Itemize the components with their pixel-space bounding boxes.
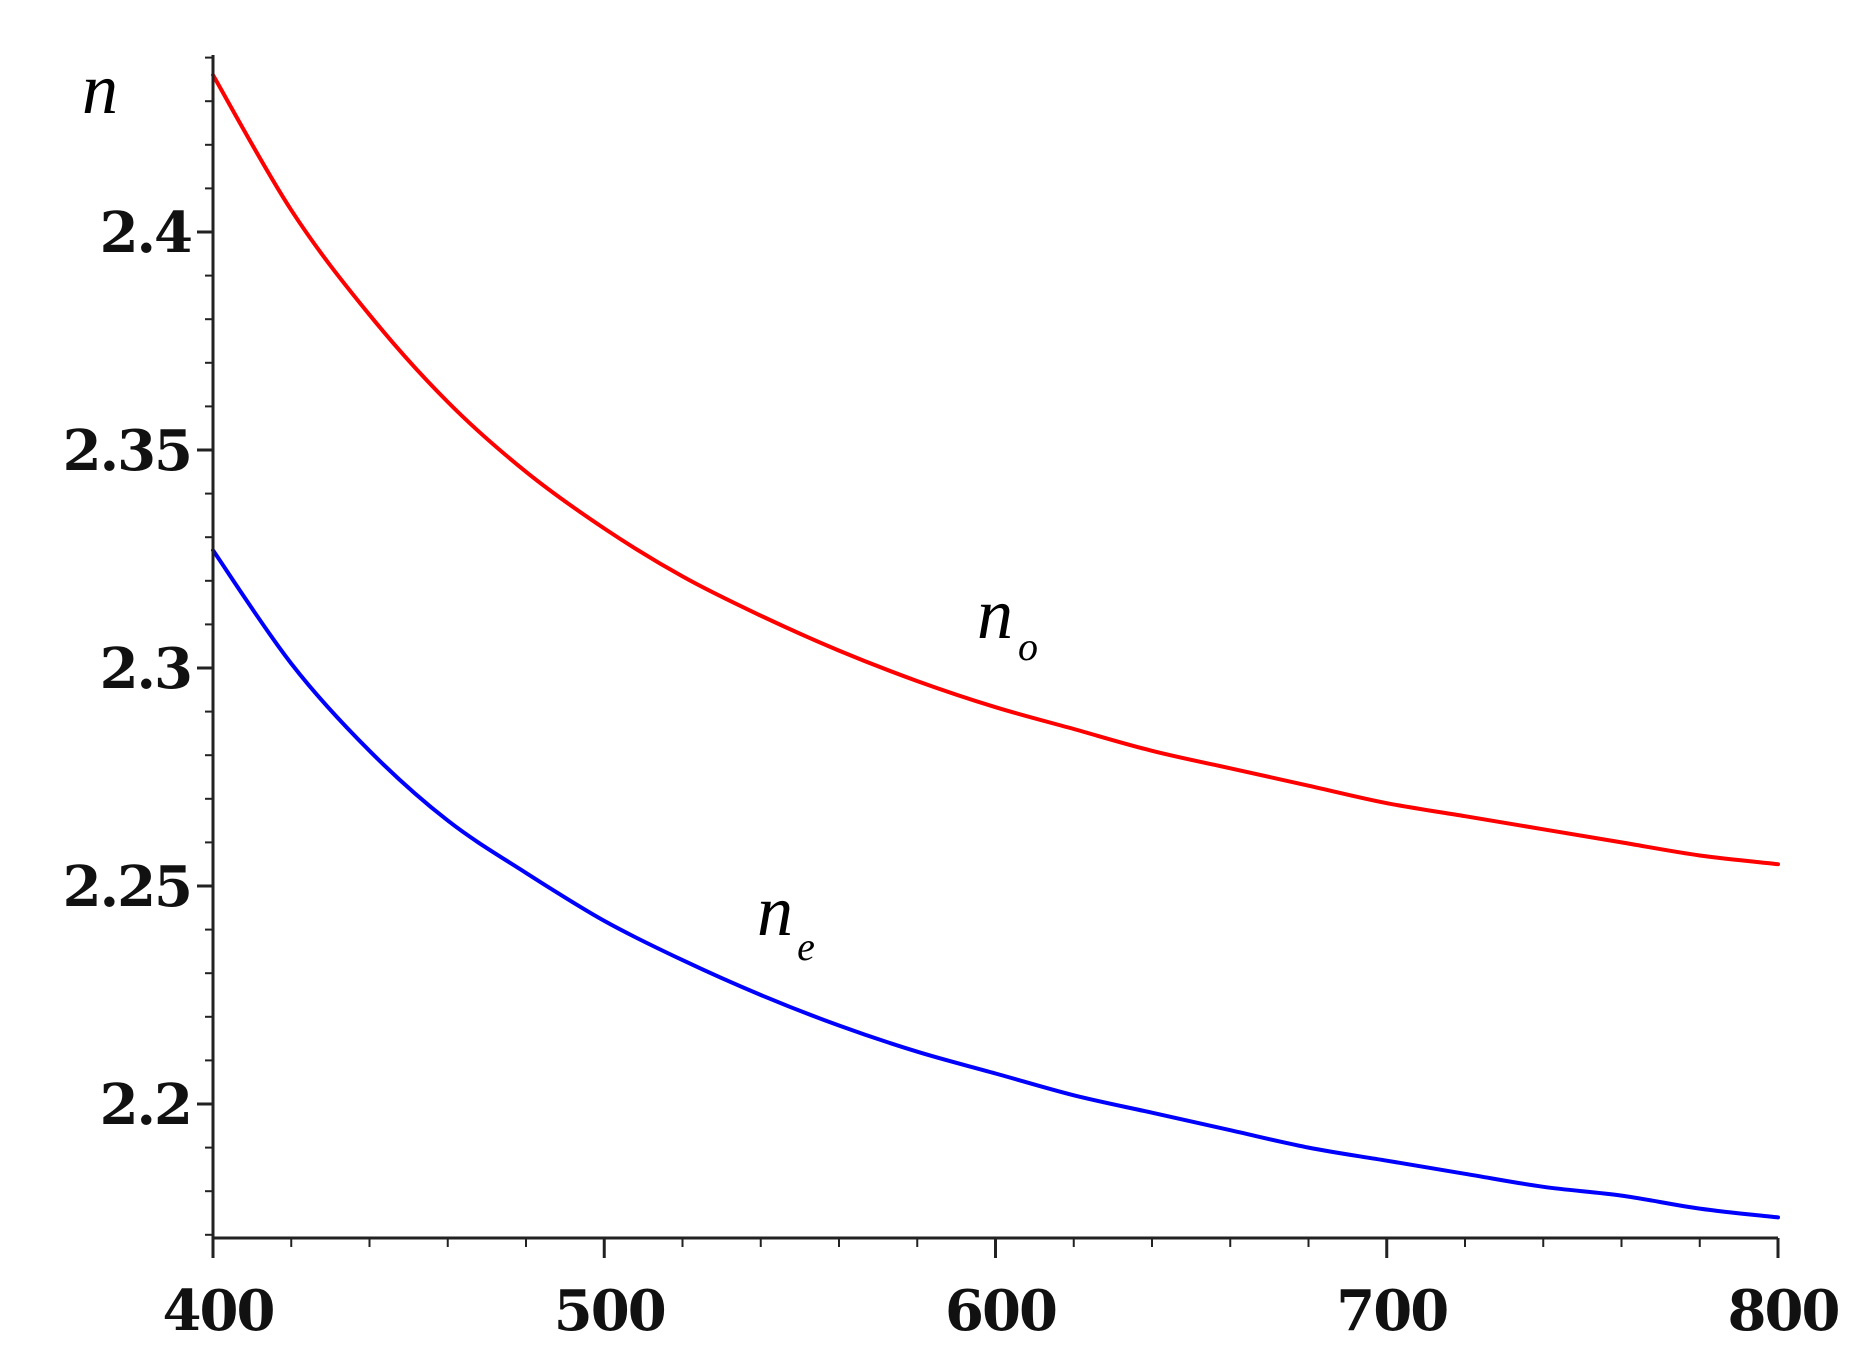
x-tick-label: 500: [554, 1278, 665, 1344]
y-tick-label: 2.4: [100, 200, 191, 266]
x-tick-label: 400: [163, 1278, 274, 1344]
series-label-n_o: n: [977, 574, 1013, 654]
y-tick-label: 2.3: [100, 636, 191, 702]
series-label-subscript-n_o: o: [1018, 624, 1038, 669]
x-tick-label: 600: [945, 1278, 1056, 1344]
x-tick-label: 700: [1336, 1278, 1447, 1344]
series-label-n_e: n: [757, 871, 793, 951]
y-tick-label: 2.25: [63, 854, 191, 920]
series-line-n_o: [211, 73, 1780, 867]
y-axis-label: n: [82, 49, 118, 129]
x-tick-label: 800: [1728, 1278, 1839, 1344]
axes: [197, 55, 1780, 1258]
series-label-subscript-n_e: e: [797, 924, 815, 969]
y-tick-label: 2.2: [100, 1072, 191, 1138]
series-line-n_e: [211, 548, 1780, 1220]
y-tick-label: 2.35: [63, 418, 191, 484]
plot-area: [211, 73, 1780, 1220]
